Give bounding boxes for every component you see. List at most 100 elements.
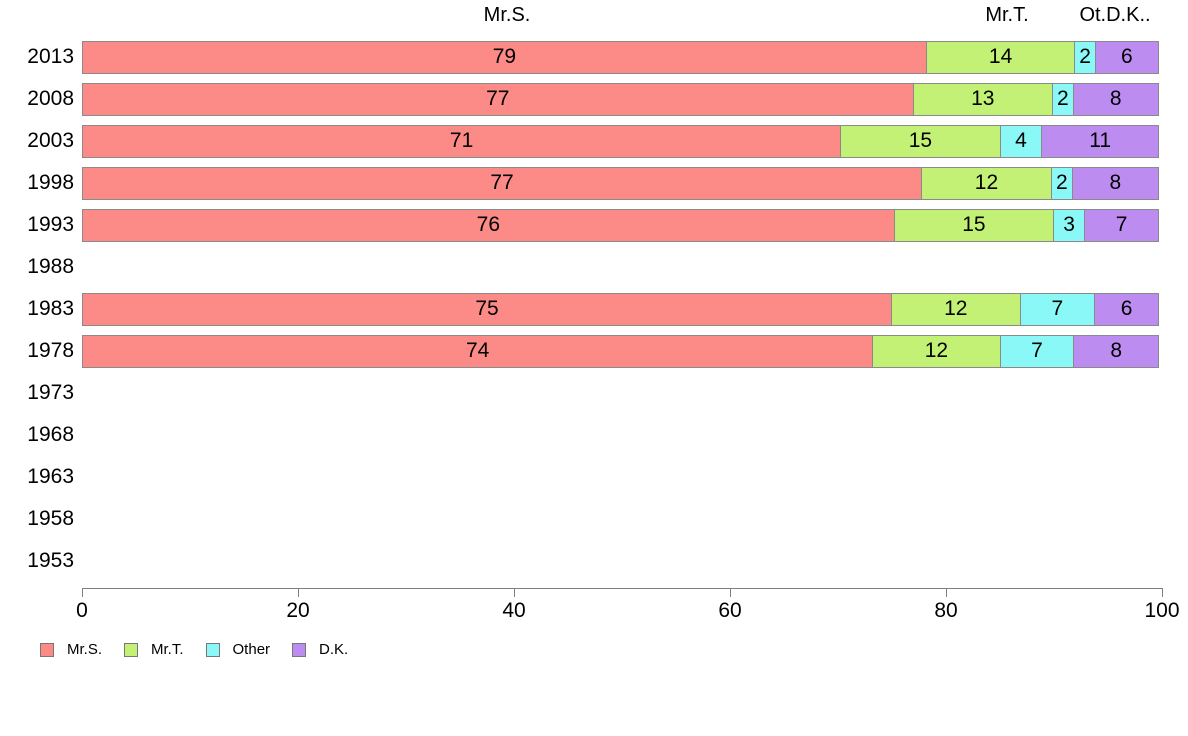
bar-track: 71 15 4 11: [82, 124, 1162, 158]
segment-value: 13: [971, 87, 995, 110]
segment-value: 79: [492, 45, 517, 68]
bar-row-2008: 2008 77 13 2 8: [0, 78, 1188, 120]
bar-segment-mr-t: 15: [893, 208, 1055, 242]
bar-segment-d-k: 7: [1084, 208, 1159, 242]
x-axis-tick: [82, 588, 83, 597]
x-axis-tick-label: 40: [502, 599, 526, 622]
stacked-bar: 75 12 7 6: [82, 292, 1162, 326]
x-axis-tick-label: 60: [718, 599, 742, 622]
bar-segment-d-k: 8: [1072, 82, 1159, 116]
bar-segment-mr-s: 74: [82, 334, 874, 368]
x-axis-tick: [946, 588, 947, 597]
bar-segment-mr-s: 79: [82, 40, 927, 74]
bar-segment-mr-s: 77: [82, 166, 922, 200]
y-axis-label: 1958: [27, 507, 74, 530]
segment-value: 76: [476, 213, 501, 236]
legend-item-d-k: D.K.: [292, 641, 348, 658]
bar-row-1953: 1953: [0, 540, 1188, 582]
stacked-bar: 79 14 2 6: [82, 40, 1162, 74]
bar-segment-other: 2: [1050, 166, 1073, 200]
segment-value: 7: [1115, 213, 1128, 236]
segment-value: 2: [1056, 87, 1069, 110]
legend-swatch: [205, 642, 220, 657]
bar-row-1968: 1968: [0, 414, 1188, 456]
stacked-bar: 76 15 3 7: [82, 208, 1162, 242]
x-axis-tick: [730, 588, 731, 597]
y-axis-label: 2013: [27, 45, 74, 68]
legend-label: Other: [232, 641, 271, 658]
bar-track: [82, 545, 1162, 578]
segment-value: 6: [1120, 297, 1133, 320]
column-header-ot-dk: Ot.D.K..: [1079, 4, 1151, 26]
stacked-bar: 77 13 2 8: [82, 82, 1162, 116]
segment-value: 2: [1055, 171, 1068, 194]
y-axis-label: 1963: [27, 465, 74, 488]
bar-segment-mr-t: 12: [891, 292, 1021, 326]
bar-segment-other: 7: [999, 334, 1075, 368]
segment-value: 7: [1051, 297, 1064, 320]
stacked-bar: 77 12 2 8: [82, 166, 1162, 200]
bar-segment-d-k: 6: [1094, 292, 1159, 326]
bar-track: 75 12 7 6: [82, 292, 1162, 326]
bar-row-1978: 1978 74 12 7 8: [0, 330, 1188, 372]
bar-segment-mr-s: 75: [82, 292, 892, 326]
bar-segment-mr-t: 12: [921, 166, 1052, 200]
y-axis-label: 2003: [27, 129, 74, 152]
column-header-mr-s: Mr.S.: [483, 4, 531, 26]
bar-row-1963: 1963: [0, 456, 1188, 498]
bar-segment-d-k: 8: [1073, 334, 1159, 368]
legend-item-mr-t: Mr.T.: [124, 641, 184, 658]
bar-track: 74 12 7 8: [82, 334, 1162, 368]
legend-label: Mr.S.: [67, 641, 103, 658]
segment-value: 12: [944, 297, 968, 320]
x-axis-tick-label: 80: [934, 599, 958, 622]
bar-segment-d-k: 6: [1094, 40, 1159, 74]
bar-row-2013: 2013 79 14 2 6: [0, 36, 1188, 78]
bar-row-1998: 1998 77 12 2 8: [0, 162, 1188, 204]
y-axis-label: 2008: [27, 87, 74, 110]
segment-value: 74: [465, 339, 490, 362]
y-axis-label: 1988: [27, 255, 74, 278]
segment-value: 3: [1063, 213, 1075, 236]
segment-value: 4: [1015, 129, 1027, 152]
y-axis-label: 1993: [27, 213, 74, 236]
segment-value: 8: [1109, 87, 1122, 110]
segment-value: 12: [974, 171, 999, 194]
bar-segment-other: 4: [999, 124, 1043, 158]
legend-swatch: [40, 642, 54, 657]
legend-label: D.K.: [319, 641, 349, 658]
bar-segment-other: 2: [1074, 40, 1096, 74]
bar-track: 79 14 2 6: [82, 40, 1162, 74]
plot-rows: 2013 79 14 2 6 2008 77 13 2 8 2003 71 15 4 11 1998 77 12 2…: [0, 36, 1188, 582]
legend-swatch: [292, 642, 307, 657]
segment-value: 2: [1079, 45, 1091, 68]
column-header-mr-t: Mr.T.: [985, 4, 1029, 26]
bar-segment-other: 3: [1053, 208, 1086, 242]
segment-value: 8: [1109, 171, 1122, 194]
bar-row-1983: 1983 75 12 7 6: [0, 288, 1188, 330]
legend-label: Mr.T.: [151, 641, 184, 658]
bar-segment-mr-t: 14: [925, 40, 1076, 74]
bar-segment-d-k: 11: [1041, 124, 1159, 158]
legend-swatch: [124, 642, 139, 657]
bar-track: [82, 251, 1162, 284]
x-axis-tick-label: 0: [76, 599, 88, 622]
bar-track: 77 13 2 8: [82, 82, 1162, 116]
bar-row-2003: 2003 71 15 4 11: [0, 120, 1188, 162]
segment-value: 15: [962, 213, 986, 236]
x-axis-tick: [1162, 588, 1163, 597]
bar-segment-mr-t: 12: [872, 334, 1001, 368]
y-axis-label: 1968: [27, 423, 74, 446]
legend-item-mr-s: Mr.S.: [40, 641, 102, 658]
segment-value: 15: [908, 129, 933, 152]
x-axis-tick: [514, 588, 515, 597]
x-axis-tick-label: 20: [286, 599, 310, 622]
segment-value: 77: [486, 87, 510, 110]
bar-track: [82, 503, 1162, 536]
bar-row-1958: 1958: [0, 498, 1188, 540]
segment-value: 12: [924, 339, 949, 362]
bar-segment-mr-t: 13: [912, 82, 1053, 116]
segment-value: 75: [475, 297, 499, 320]
segment-value: 77: [490, 171, 514, 194]
